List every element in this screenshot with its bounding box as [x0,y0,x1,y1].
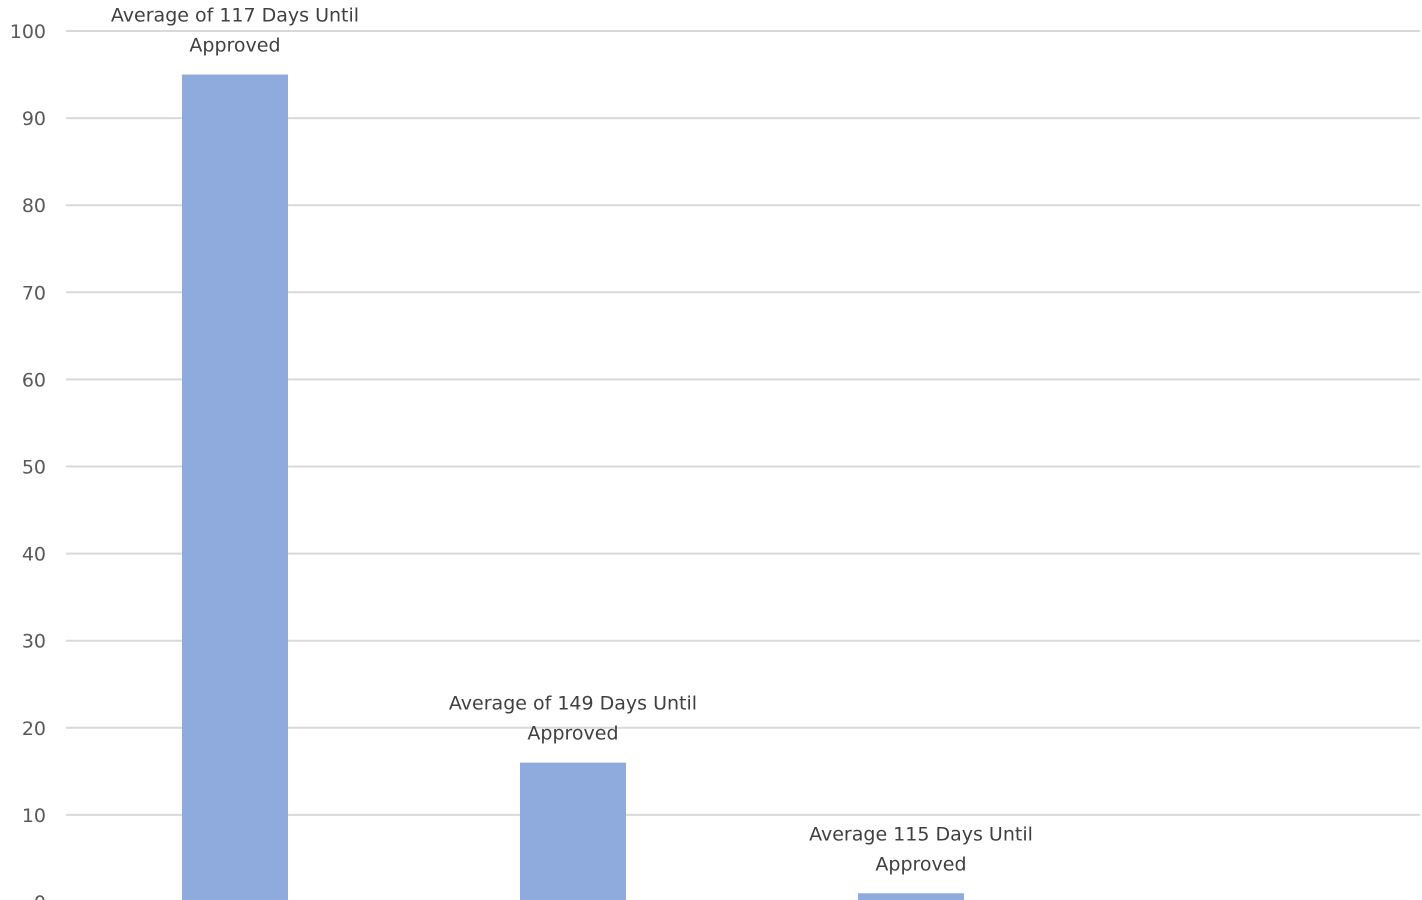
data-label-line: Average of 117 Days Until [111,5,359,27]
data-label-line: Average 115 Days Until [809,823,1033,845]
y-tick-label: 70 [22,282,46,304]
data-label-3: Average 115 Days Until Approved [809,823,1033,875]
data-label-line: Approved [527,723,618,745]
y-tick-label: 100 [10,21,46,43]
y-tick-label: 30 [22,631,46,653]
y-tick-label: 20 [22,718,46,740]
y-tick-label: 40 [22,544,46,566]
data-label-2: Average of 149 Days Until Approved [449,693,697,745]
data-label-1: Average of 117 Days Until Approved [111,5,359,57]
y-tick-label: 0 [34,892,46,900]
data-label-line: Approved [189,35,280,57]
y-tick-label: 80 [22,195,46,217]
y-tick-label: 10 [22,805,46,827]
bar-3 [858,893,964,900]
data-label-line: Average of 149 Days Until [449,693,697,715]
y-tick-label: 90 [22,108,46,130]
data-labels: Average of 117 Days UntilApprovedAverage… [111,5,1033,876]
bars [182,74,964,900]
gridlines [66,30,1420,816]
y-axis-ticks: 0 10 20 30 40 50 60 70 80 90 100 [10,21,46,900]
y-tick-label: 60 [22,369,46,391]
data-label-line: Approved [875,853,966,875]
bar-2 [520,762,626,900]
y-tick-label: 50 [22,457,46,479]
bar-1 [182,74,288,900]
